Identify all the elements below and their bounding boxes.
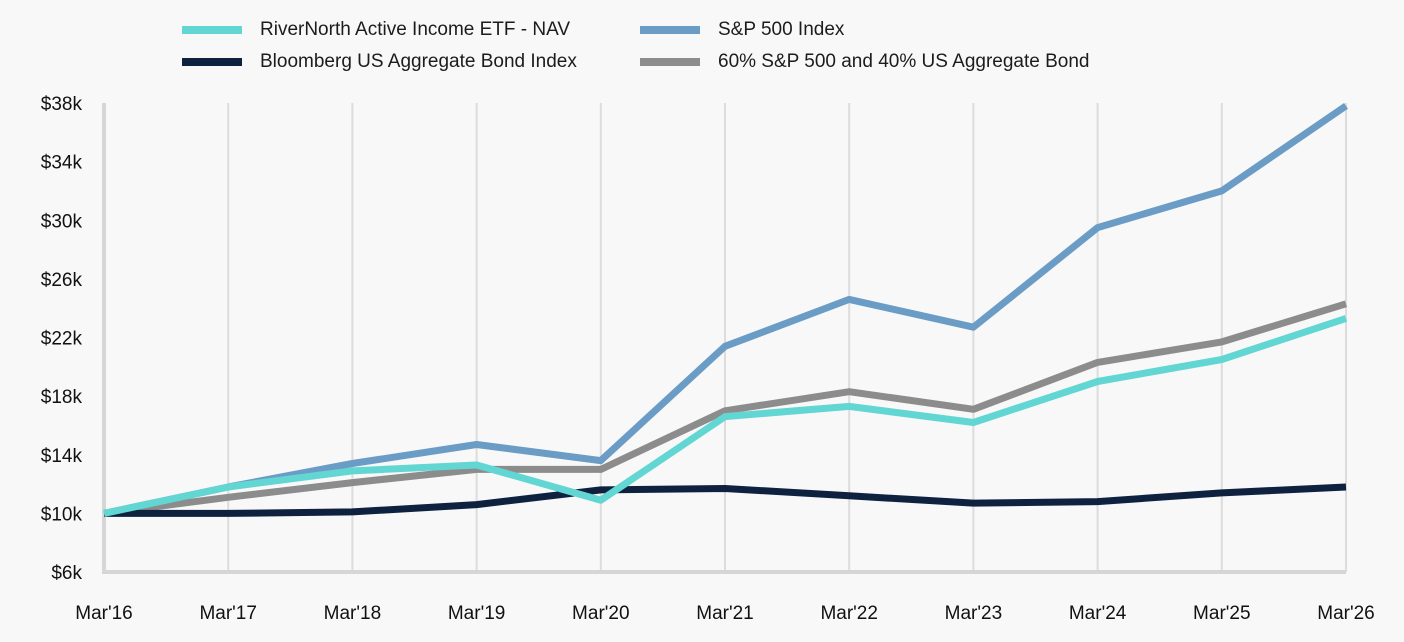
legend-item-bloomberg: Bloomberg US Aggregate Bond Index <box>182 46 577 78</box>
legend-swatch <box>182 58 242 66</box>
legend-label: 60% S&P 500 and 40% US Aggregate Bond <box>718 51 1090 72</box>
legend-swatch <box>182 26 242 34</box>
x-tick-label: Mar'25 <box>1193 603 1250 624</box>
x-tick-label: Mar'24 <box>1069 603 1127 624</box>
legend-item-blend: 60% S&P 500 and 40% US Aggregate Bond <box>640 46 1089 78</box>
x-tick-label: Mar'21 <box>696 603 753 624</box>
x-tick-label: Mar'18 <box>324 603 381 624</box>
y-tick-label: $18k <box>41 387 83 408</box>
series-line-1 <box>103 103 1348 517</box>
legend-swatch <box>640 26 700 34</box>
legend-swatch <box>640 58 700 66</box>
series-line-3 <box>103 300 1348 517</box>
legend: RiverNorth Active Income ETF - NAV S&P 5… <box>0 14 1404 84</box>
x-tick-label: Mar'16 <box>75 603 132 624</box>
y-tick-label: $34k <box>41 153 83 174</box>
y-tick-label: $6k <box>51 563 82 584</box>
legend-label: S&P 500 Index <box>718 19 845 40</box>
y-tick-label: $22k <box>41 329 83 350</box>
y-tick-label: $14k <box>41 446 83 467</box>
legend-label: RiverNorth Active Income ETF - NAV <box>260 19 571 40</box>
x-tick-label: Mar'23 <box>945 603 1002 624</box>
y-tick-label: $30k <box>41 211 83 232</box>
legend-item-sp500: S&P 500 Index <box>640 14 844 46</box>
y-tick-label: $10k <box>41 504 83 525</box>
x-tick-label: Mar'19 <box>448 603 505 624</box>
legend-label: Bloomberg US Aggregate Bond Index <box>260 51 577 72</box>
y-tick-label: $38k <box>41 94 83 115</box>
x-tick-label: Mar'22 <box>820 603 877 624</box>
series-line-0 <box>103 315 1348 517</box>
x-tick-label: Mar'26 <box>1317 603 1374 624</box>
legend-item-rivernorth: RiverNorth Active Income ETF - NAV <box>182 14 570 46</box>
x-tick-label: Mar'20 <box>572 603 629 624</box>
series-line-2 <box>104 483 1347 517</box>
x-tick-label: Mar'17 <box>199 603 256 624</box>
y-tick-label: $26k <box>41 270 83 291</box>
